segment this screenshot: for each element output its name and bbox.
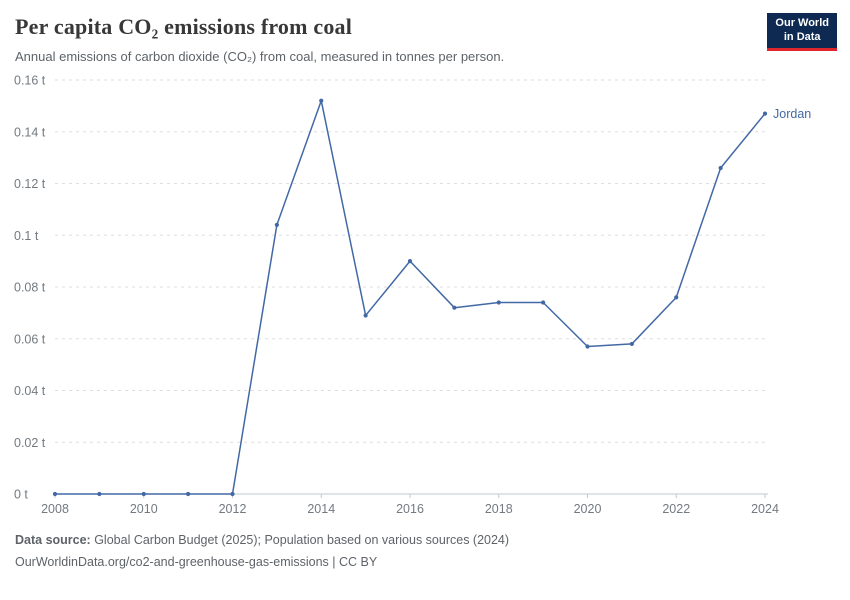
x-tick-label: 2020 (574, 502, 602, 516)
chart-title: Per capita CO₂ emissions from coal (15, 14, 353, 39)
chart-footer: Data source: Global Carbon Budget (2025)… (0, 526, 850, 574)
chart-subtitle: Annual emissions of carbon dioxide (CO₂)… (15, 49, 505, 64)
data-source-line: Data source: Global Carbon Budget (2025)… (15, 530, 835, 552)
data-point (407, 259, 413, 264)
data-point (452, 305, 457, 310)
y-tick-label: 0.12 t (14, 177, 46, 191)
citation-link[interactable]: OurWorldinData.org/co2-and-greenhouse-ga… (15, 554, 378, 569)
data-point (319, 98, 324, 103)
x-tick-label: 2014 (307, 502, 335, 516)
data-point (97, 491, 102, 497)
data-point (629, 341, 634, 347)
x-tick-label: 2008 (41, 502, 69, 516)
y-tick-label: 0.14 t (14, 125, 46, 139)
series-line (54, 99, 766, 495)
data-source-text: Global Carbon Budget (2025); Population … (90, 533, 510, 547)
y-tick-label: 0.04 t (14, 384, 46, 398)
data-point (541, 300, 546, 305)
x-tick-label: 2022 (662, 502, 690, 516)
data-point (141, 491, 146, 497)
line-chart: 0 t 0.02 t 0.04 t 0.06 t 0.08 t 0.1 t 0.12 t 0.… (14, 74, 811, 517)
y-tick-label: 0.02 t (14, 436, 46, 450)
data-point (496, 300, 501, 305)
chart-header: Per capita CO₂ emissions from coal Annua… (0, 12, 850, 64)
y-tick-label: 0.16 t (14, 74, 46, 88)
series-label: Jordan (773, 107, 811, 121)
data-point (585, 344, 590, 349)
data-point (274, 222, 279, 227)
x-tick-label: 2018 (485, 502, 513, 516)
x-tick-label: 2012 (219, 502, 247, 516)
data-point (230, 491, 235, 497)
data-point (186, 491, 191, 497)
x-tick-label: 2024 (751, 502, 779, 516)
data-point (52, 491, 58, 497)
y-tick-label: 0 t (14, 488, 28, 502)
data-point (363, 313, 368, 318)
data-point (762, 111, 768, 116)
data-point (674, 295, 679, 300)
x-tick-label: 2016 (396, 502, 424, 516)
y-tick-label: 0.1 t (14, 229, 39, 243)
owid-logo[interactable]: Our World in Data (767, 13, 837, 51)
logo-line2: in Data (783, 30, 821, 43)
data-point (718, 165, 723, 171)
y-tick-label: 0.06 t (14, 332, 46, 346)
data-source-label: Data source: (15, 533, 91, 547)
y-tick-label: 0.08 t (14, 281, 46, 295)
x-tick-label: 2010 (130, 502, 158, 516)
logo-line1: Our World (775, 17, 829, 29)
